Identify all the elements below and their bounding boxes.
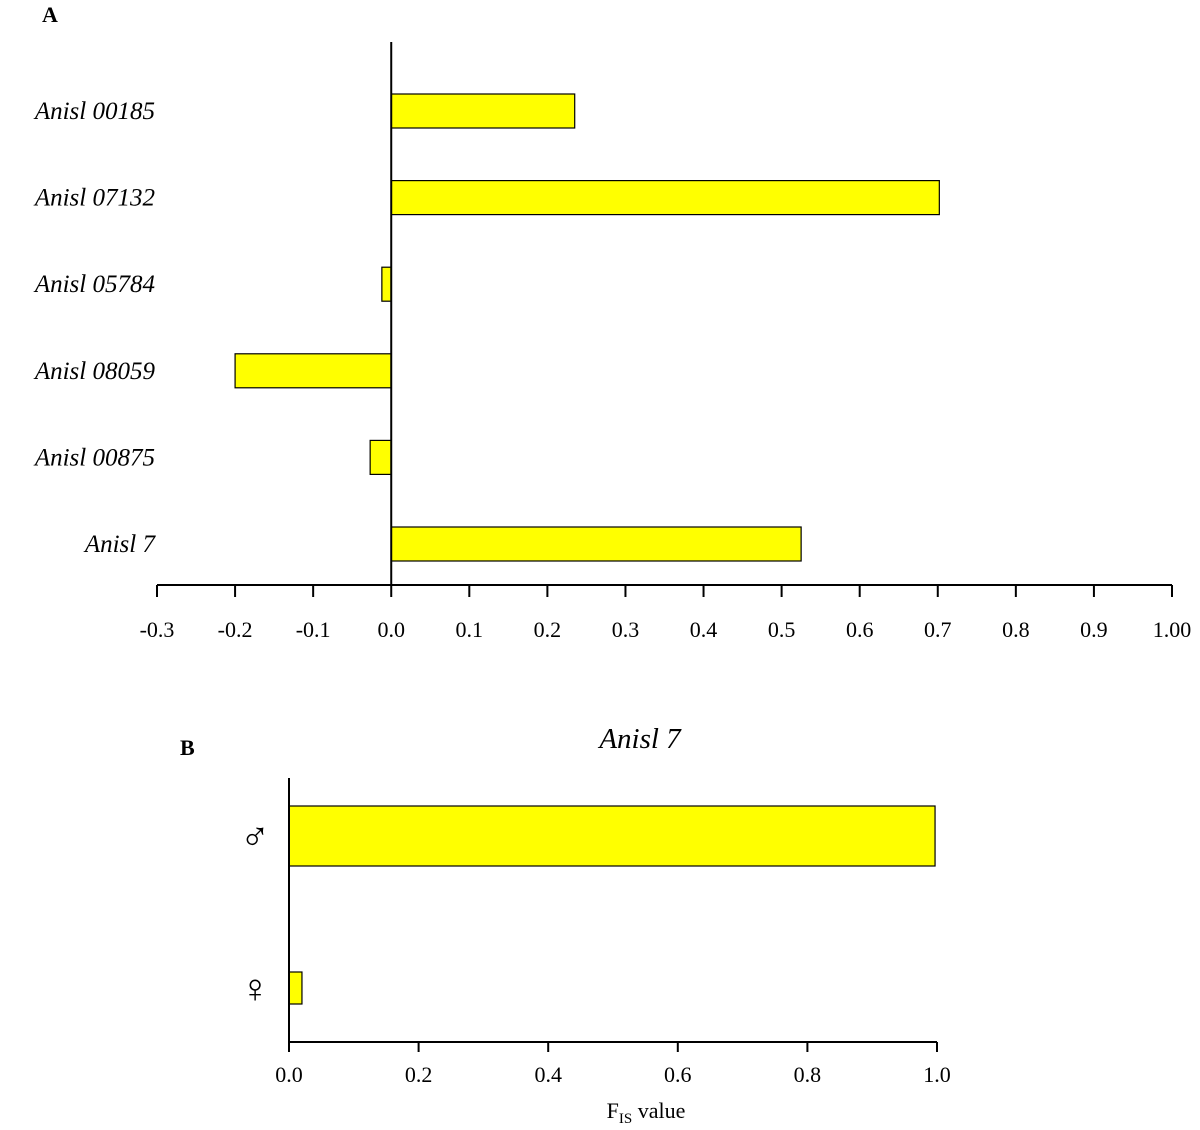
- bar-1: [288, 971, 303, 1005]
- axis-title-main: F: [607, 1098, 619, 1123]
- bar-0: [288, 805, 936, 867]
- x-tick-label-5: 1.0: [923, 1062, 951, 1087]
- category-label-5: Anisl 7: [83, 531, 157, 558]
- x-tick-label-3: 0.6: [664, 1062, 692, 1087]
- x-tick-label-13: 1.00: [1153, 617, 1192, 642]
- category-label-4: Anisl 00875: [33, 444, 155, 471]
- chart-panel-b: B Anisl 7 ♂♀ 0.0 0.2 0.4 0.6 0.8 1.0 FIS valu…: [180, 723, 951, 1127]
- axis-title-suffix: value: [632, 1098, 685, 1123]
- x-tick-label-4: 0.1: [456, 617, 484, 642]
- panel-a-category-labels: Anisl 00185 Anisl 07132 Anisl 05784 Anisl 0…: [33, 98, 157, 558]
- x-tick-label-12: 0.9: [1080, 617, 1108, 642]
- x-tick-label-8: 0.5: [768, 617, 796, 642]
- panel-b-x-ticks: 0.0 0.2 0.4 0.6 0.8 1.0: [275, 1042, 951, 1087]
- x-tick-label-1: 0.2: [405, 1062, 433, 1087]
- x-tick-label-5: 0.2: [534, 617, 562, 642]
- panel-a-label: A: [42, 2, 58, 27]
- x-tick-label-4: 0.8: [794, 1062, 822, 1087]
- category-label-0: Anisl 00185: [33, 98, 155, 125]
- panel-a-x-ticks: -0.3 -0.2 -0.1 0.0 0.1 0.2 0.3 0.4 0.5 0.6 0.7 0.8 0…: [140, 585, 1192, 642]
- panel-b-label: B: [180, 735, 195, 760]
- axis-title-subscript: IS: [619, 1111, 632, 1127]
- category-label-1: ♀: [240, 966, 270, 1011]
- panel-b-bars: [288, 805, 936, 1005]
- bar-4: [369, 439, 392, 475]
- x-tick-label-11: 0.8: [1002, 617, 1030, 642]
- category-label-1: Anisl 07132: [33, 185, 155, 212]
- bar-2: [381, 266, 392, 302]
- x-tick-label-9: 0.6: [846, 617, 874, 642]
- category-label-0: ♂: [240, 814, 270, 859]
- panel-a-bars: [234, 93, 940, 562]
- bar-5: [390, 526, 802, 562]
- x-tick-label-3: 0.0: [377, 617, 405, 642]
- category-label-2: Anisl 05784: [33, 271, 155, 298]
- bar-3: [234, 353, 392, 389]
- bar-0: [390, 93, 576, 129]
- x-tick-label-2: -0.1: [296, 617, 331, 642]
- panel-b-category-labels: ♂♀: [240, 814, 270, 1011]
- x-tick-label-1: -0.2: [218, 617, 253, 642]
- panel-b-title: Anisl 7: [597, 723, 682, 755]
- x-tick-label-0: -0.3: [140, 617, 175, 642]
- panel-b-x-axis-title: FIS value: [607, 1098, 686, 1127]
- bar-1: [390, 180, 940, 216]
- category-label-3: Anisl 08059: [33, 358, 156, 385]
- x-tick-label-7: 0.4: [690, 617, 718, 642]
- x-tick-label-10: 0.7: [924, 617, 952, 642]
- x-tick-label-6: 0.3: [612, 617, 640, 642]
- x-tick-label-0: 0.0: [275, 1062, 303, 1087]
- x-tick-label-2: 0.4: [534, 1062, 562, 1087]
